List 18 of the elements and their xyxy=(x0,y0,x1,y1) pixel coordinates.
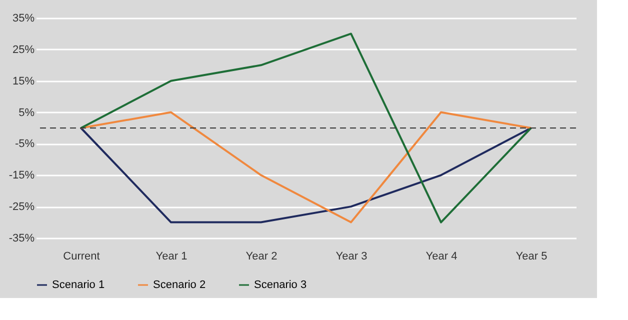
x-tick-label: Year 4 xyxy=(426,250,458,262)
x-tick-label: Current xyxy=(63,250,100,262)
x-tick-label: Year 2 xyxy=(246,250,278,262)
y-tick-label: 35% xyxy=(12,12,35,24)
y-tick-label: -15% xyxy=(8,170,35,182)
y-tick-label: -35% xyxy=(8,232,35,244)
x-tick-label: Year 5 xyxy=(516,250,548,262)
x-tick-label: Year 1 xyxy=(156,250,188,262)
x-tick-label: Year 3 xyxy=(336,250,368,262)
y-tick-label: -25% xyxy=(8,201,35,214)
y-tick-label: 25% xyxy=(12,44,35,56)
y-tick-label: 5% xyxy=(18,106,35,119)
legend-label: Scenario 3 xyxy=(254,279,307,291)
y-tick-label: -5% xyxy=(14,138,35,150)
y-tick-label: 15% xyxy=(12,75,35,88)
line-series xyxy=(80,32,532,224)
legend-label: Scenario 1 xyxy=(52,279,105,291)
legend-label: Scenario 2 xyxy=(153,279,206,291)
